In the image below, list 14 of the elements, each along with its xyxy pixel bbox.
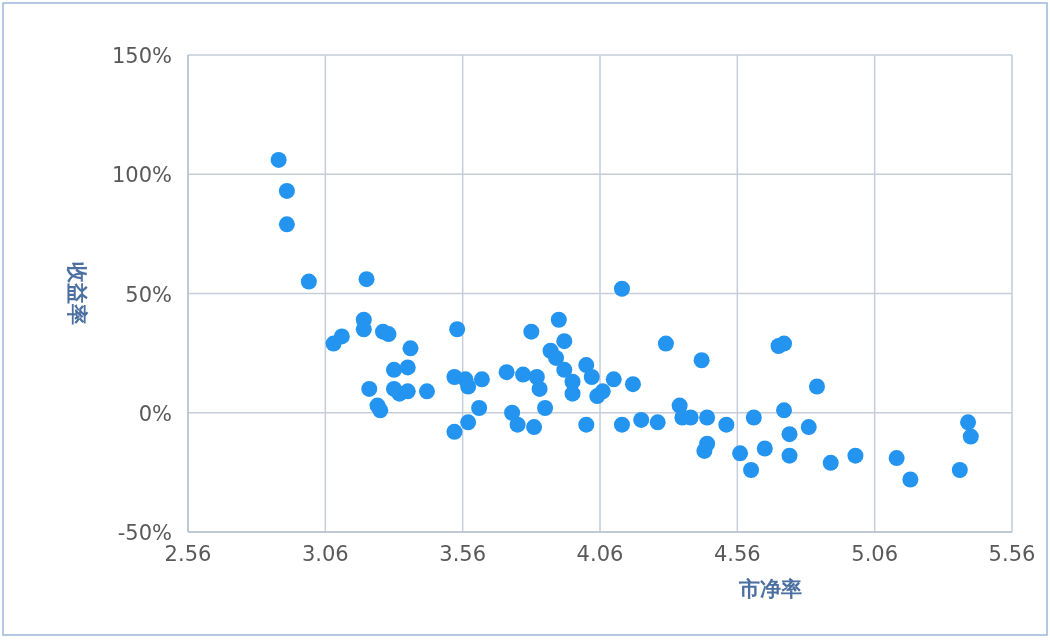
y-axis-title: 收益率	[65, 262, 89, 325]
x-tick-label: 3.56	[439, 542, 487, 566]
x-tick-label: 5.06	[851, 542, 899, 566]
y-tick-label: 0%	[138, 401, 172, 426]
x-tick-label: 4.06	[576, 542, 624, 566]
x-tick-label: 4.56	[713, 542, 761, 566]
y-tick-label: 100%	[111, 163, 172, 188]
x-tick-label: 5.56	[988, 542, 1036, 566]
x-tick-label: 2.56	[164, 542, 212, 566]
y-tick-label: 50%	[125, 282, 172, 307]
x-tick-label: 3.06	[301, 542, 349, 566]
x-axis-title: 市净率	[737, 577, 802, 601]
y-tick-label: 150%	[111, 44, 172, 68]
y-tick-label: -50%	[117, 521, 172, 545]
